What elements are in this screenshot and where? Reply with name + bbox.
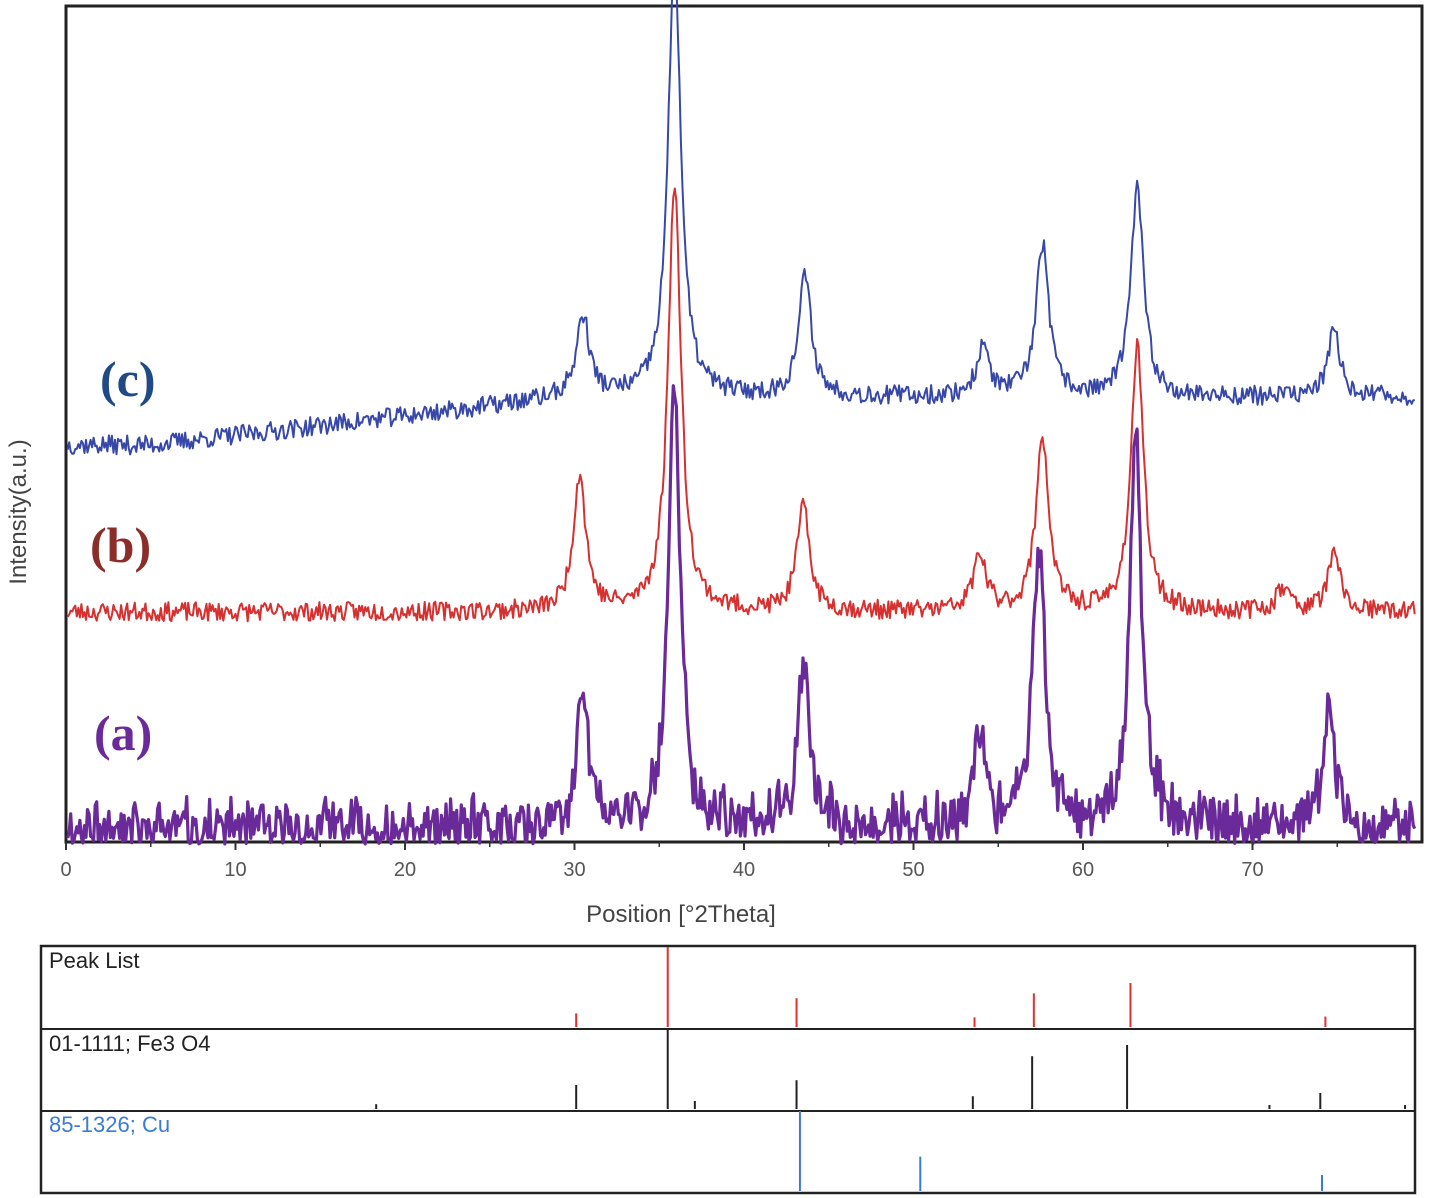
- series-line-a: [66, 384, 1417, 846]
- series-label-a: (a): [94, 705, 152, 761]
- x-tick-label: 40: [733, 859, 755, 881]
- series-line-c: [66, 0, 1415, 456]
- y-axis-label: Intensity(a.u.): [5, 439, 32, 584]
- x-tick-label: 20: [394, 859, 416, 881]
- panel-label-peak-list: Peak List: [49, 948, 140, 973]
- panel-label-fe3o4: 01-1111; Fe3 O4: [49, 1031, 210, 1056]
- x-tick-label: 10: [224, 859, 246, 881]
- x-tick-label: 0: [60, 859, 71, 881]
- x-axis-label: Position [°2Theta]: [586, 901, 776, 928]
- x-tick-label: 30: [563, 859, 585, 881]
- x-axis-ticks: 0 10 20 30 40 50 60 70: [60, 842, 1338, 881]
- panel-label-cu: 85-1326; Cu: [49, 1112, 170, 1137]
- series-label-c: (c): [100, 351, 156, 407]
- series-layer: [66, 0, 1417, 846]
- series-label-b: (b): [90, 517, 151, 573]
- stick-layer: [375, 947, 1407, 1191]
- reference-frame: [39, 944, 1417, 1195]
- x-tick-label: 60: [1072, 859, 1094, 881]
- series-line-b: [66, 187, 1416, 623]
- x-tick-label: 50: [902, 859, 924, 881]
- x-tick-label: 70: [1241, 859, 1263, 881]
